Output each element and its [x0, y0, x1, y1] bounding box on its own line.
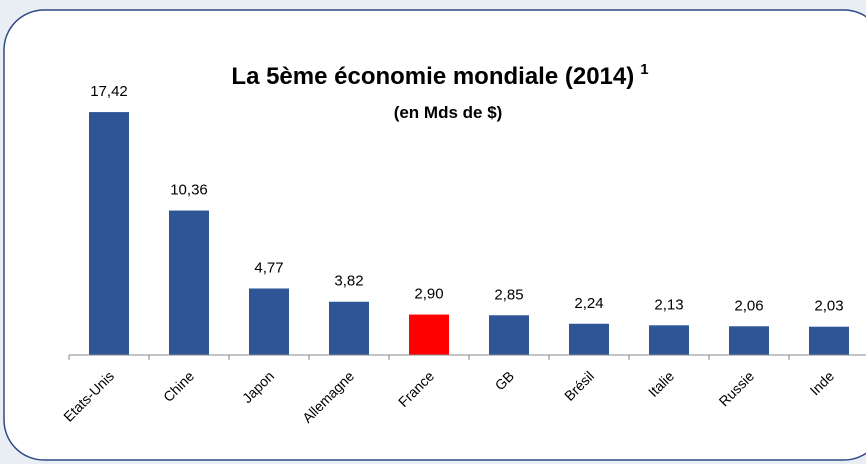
title-superscript: 1 [640, 61, 648, 78]
bar [329, 301, 369, 355]
value-label: 2,24 [574, 295, 603, 312]
bar [809, 326, 849, 355]
chart-title-group: La 5ème économie mondiale (2014) 1 [231, 61, 648, 90]
value-label: 2,03 [814, 298, 843, 315]
chart-subtitle: (en Mds de $) [394, 103, 503, 122]
bar [649, 325, 689, 355]
chart-title: La 5ème économie mondiale (2014) [231, 63, 634, 90]
bar [729, 326, 769, 355]
bar [169, 210, 209, 355]
value-label: 2,06 [734, 297, 763, 314]
value-label: 2,90 [414, 286, 443, 303]
value-label: 3,82 [334, 273, 363, 290]
value-label: 2,85 [494, 286, 523, 303]
value-label: 2,13 [654, 296, 683, 313]
bar [249, 288, 289, 355]
bar [89, 112, 129, 356]
value-label: 4,77 [254, 259, 283, 276]
bar [409, 314, 449, 355]
bar [489, 315, 529, 355]
value-label: 17,42 [90, 83, 128, 100]
value-label: 10,36 [170, 182, 208, 199]
bar [569, 323, 609, 355]
